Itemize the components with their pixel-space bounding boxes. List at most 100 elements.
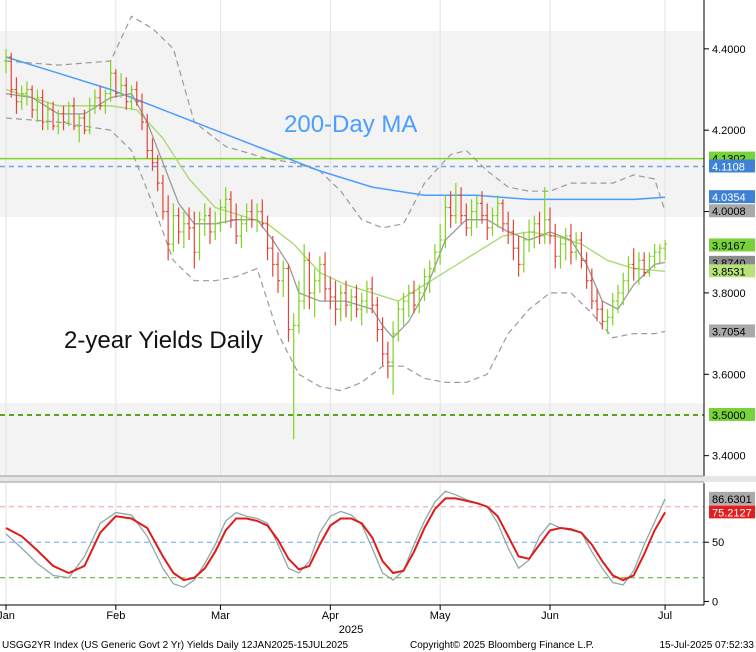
ohlc-bar <box>323 252 328 302</box>
ohlc-bar <box>589 268 594 310</box>
ohlc-bar <box>103 89 108 114</box>
bollinger-bands <box>5 15 666 392</box>
ohlc-bar <box>208 207 212 245</box>
main-value-tag: 3.5000 <box>709 407 755 422</box>
ohlc-bar <box>548 207 552 245</box>
panel-separator <box>0 475 756 483</box>
ohlc-bar <box>24 81 29 106</box>
x-tick-label: Jul <box>658 610 672 622</box>
ohlc-bar <box>87 97 92 135</box>
ohlc-bar <box>506 211 511 245</box>
ohlc-bar <box>171 203 176 253</box>
ohlc-bar <box>338 284 343 322</box>
oscillator-background <box>0 483 704 605</box>
footer: USGG2YR Index (US Generic Govt 2 Yr) Yie… <box>2 640 754 651</box>
oscillator-slow-line <box>5 497 666 582</box>
ohlc-bar <box>66 101 71 127</box>
footer-copyright: Copyright© 2025 Bloomberg Finance L.P. <box>410 640 594 651</box>
y-tick-label: 3.4000 <box>712 451 746 463</box>
ohlc-bar <box>30 85 35 118</box>
ohlc-bar <box>354 284 359 318</box>
svg-text:86.6301: 86.6301 <box>712 494 752 506</box>
svg-text:4.1108: 4.1108 <box>712 161 745 173</box>
y-tick-label: 3.6000 <box>712 369 746 381</box>
oscillator-vertical-gridlines <box>5 483 666 605</box>
ohlc-bar <box>124 77 129 110</box>
svg-text:3.9167: 3.9167 <box>712 240 746 252</box>
ohlc-bar <box>616 284 620 314</box>
ohlc-bar <box>134 81 139 106</box>
ohlc-bar <box>500 199 505 232</box>
footer-series-info: USGG2YR Index (US Generic Govt 2 Yr) Yie… <box>2 640 349 651</box>
ohlc-bar <box>255 203 260 232</box>
ohlc-bar <box>281 260 286 297</box>
main-value-tag: 4.0354 <box>709 190 755 204</box>
y-tick-label: 4.4000 <box>712 44 746 56</box>
ohlc-bar <box>187 207 192 241</box>
ohlc-bar <box>61 105 66 131</box>
ma-200-label: 200-Day MA <box>284 111 417 138</box>
ma-slow-line <box>5 88 666 302</box>
ohlc-bar <box>642 252 647 277</box>
ohlc-bar <box>51 101 56 131</box>
x-tick-label: Feb <box>106 610 125 622</box>
upper-shade-band <box>0 31 704 217</box>
ohlc-bar <box>291 313 296 440</box>
oscillator-tick-label: 0 <box>712 596 718 608</box>
x-tick-label: Mar <box>211 610 230 622</box>
ohlc-bar <box>181 211 186 249</box>
main-value-tags: 4.13024.11084.03544.00083.91673.87403.85… <box>709 151 755 422</box>
ohlc-bar <box>192 211 197 269</box>
ohlc-bar <box>600 301 605 330</box>
main-value-tag: 4.0008 <box>709 204 755 218</box>
ohlc-bar <box>108 61 113 102</box>
ohlc-bar <box>302 244 307 310</box>
ohlc-bar <box>401 292 406 326</box>
ohlc-bar <box>438 223 443 265</box>
separator-bar[interactable] <box>0 476 756 482</box>
ohlc-bar <box>223 187 228 224</box>
ohlc-bar <box>270 235 275 277</box>
ohlc-bar <box>92 89 97 114</box>
ohlc-bar <box>364 280 369 314</box>
ohlc-bar <box>448 191 453 228</box>
main-value-tag: 3.8531 <box>709 264 755 278</box>
ohlc-bar <box>328 276 333 310</box>
ohlc-bar <box>218 199 223 232</box>
ohlc-bar <box>422 268 427 302</box>
ohlc-bar <box>469 199 474 236</box>
ohlc-bar <box>553 223 558 269</box>
oscillator-value-tag: 86.6301 <box>709 491 755 506</box>
ohlc-bar <box>579 231 584 269</box>
lower-shade-band <box>0 403 704 476</box>
ohlc-bar <box>82 109 87 135</box>
ohlc-bar <box>595 288 600 322</box>
svg-text:3.5000: 3.5000 <box>712 410 746 422</box>
ohlc-bar <box>480 191 484 224</box>
svg-text:4.0008: 4.0008 <box>712 206 746 218</box>
ohlc-bar <box>521 231 526 273</box>
ohlc-bar <box>333 280 338 326</box>
ohlc-bar <box>636 252 641 285</box>
svg-text:3.7054: 3.7054 <box>712 326 746 338</box>
ohlc-bar <box>605 309 610 334</box>
x-axis: Jan Feb Mar Apr May Jun Jul 2025 <box>0 604 704 636</box>
svg-text:3.8531: 3.8531 <box>712 266 746 278</box>
ohlc-bar <box>35 89 40 123</box>
ohlc-bar <box>129 85 134 110</box>
moving-averages <box>5 56 666 339</box>
footer-timestamp: 15-Jul-2025 07:52:33 <box>659 640 754 651</box>
chart-title: 2-year Yields Daily <box>64 327 263 354</box>
ohlc-bar <box>202 203 207 236</box>
ohlc-bar <box>140 93 144 131</box>
ohlc-bar <box>45 101 50 131</box>
ohlc-bar <box>312 268 317 318</box>
ohlc-bar <box>228 191 233 228</box>
ohlc-bar <box>150 138 155 171</box>
ohlc-bar <box>647 252 652 277</box>
y-tick-label: 3.8000 <box>712 288 746 300</box>
main-reference-lines <box>0 157 704 416</box>
